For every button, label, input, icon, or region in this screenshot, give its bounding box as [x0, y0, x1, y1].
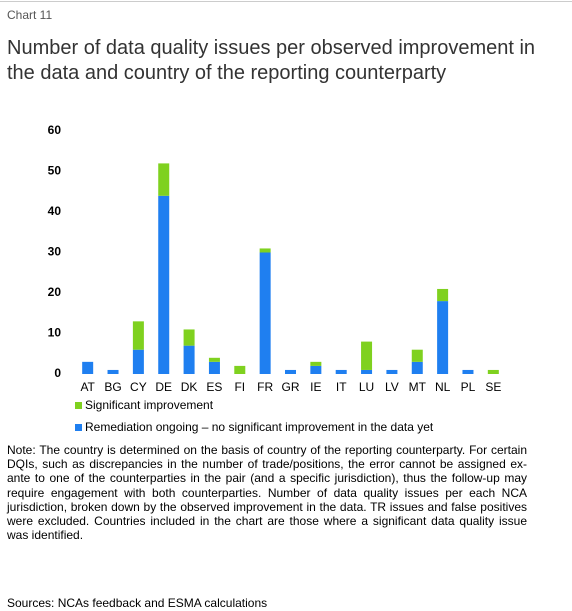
- x-tick-label: MT: [409, 380, 427, 394]
- x-tick-label: ES: [206, 380, 222, 394]
- bar-segment: [361, 341, 373, 370]
- x-tick-label: IT: [336, 380, 347, 394]
- legend-label: Significant improvement: [85, 398, 214, 412]
- legend-label: Remediation ongoing – no significant imp…: [85, 420, 434, 434]
- x-tick-label: FI: [234, 380, 245, 394]
- x-tick-label: LU: [359, 380, 374, 394]
- x-tick-label: IE: [310, 380, 321, 394]
- bar-segment: [208, 357, 220, 362]
- x-tick-label: FR: [257, 380, 273, 394]
- y-tick-label: 50: [48, 164, 62, 178]
- y-tick-label: 30: [48, 245, 62, 259]
- bar-segment: [310, 361, 322, 366]
- x-tick-label: PL: [461, 380, 476, 394]
- bar-segment: [386, 369, 398, 374]
- y-tick-label: 60: [48, 123, 62, 137]
- y-tick-label: 0: [54, 366, 61, 380]
- bar-segment: [335, 369, 347, 374]
- bar-segment: [437, 288, 449, 302]
- x-tick-label: DE: [155, 380, 172, 394]
- bar-segment: [132, 321, 144, 350]
- chart: 0 10 20 30 40 50 60 AT BG CY DE DK ES FI FR GR IE IT LU LV M…: [48, 123, 502, 434]
- x-tick-label: CY: [130, 380, 147, 394]
- bar-segment: [259, 248, 271, 253]
- bar-segment: [234, 365, 246, 374]
- bar-segment: [411, 349, 423, 362]
- top-rule: [0, 1, 572, 2]
- bar-segment: [259, 252, 271, 374]
- bar-segment: [437, 301, 449, 374]
- chart-title: Number of data quality issues per observ…: [7, 37, 536, 84]
- y-tick-label: 10: [48, 326, 62, 340]
- y-tick-label: 20: [48, 285, 62, 299]
- bar-segment: [462, 369, 474, 374]
- x-tick-label: GR: [282, 380, 300, 394]
- bar-segment: [183, 345, 195, 374]
- legend-swatch: [75, 402, 82, 409]
- bar-segment: [183, 329, 195, 346]
- x-tick-label: BG: [104, 380, 121, 394]
- bar-segment: [82, 361, 94, 374]
- bar-segment: [411, 361, 423, 374]
- bar-segment: [107, 369, 119, 374]
- bar-segment: [487, 369, 499, 374]
- bar-segment: [361, 369, 373, 374]
- x-tick-label: NL: [435, 380, 451, 394]
- legend-swatch: [75, 424, 82, 431]
- bar-segment: [132, 349, 144, 374]
- x-tick-label: LV: [385, 380, 399, 394]
- x-tick-label: SE: [485, 380, 501, 394]
- bar-segment: [208, 361, 220, 374]
- bar-segment: [310, 365, 322, 374]
- bar-segment: [158, 163, 170, 196]
- x-tick-label: AT: [80, 380, 95, 394]
- x-tick-label: DK: [181, 380, 198, 394]
- chart-number: Chart 11: [7, 8, 53, 22]
- note: Note: The country is determined on the b…: [7, 443, 527, 543]
- bar-segment: [285, 369, 296, 374]
- bar-segment: [158, 195, 170, 374]
- sources: Sources: NCAs feedback and ESMA calculat…: [7, 596, 268, 610]
- y-tick-label: 40: [48, 204, 62, 218]
